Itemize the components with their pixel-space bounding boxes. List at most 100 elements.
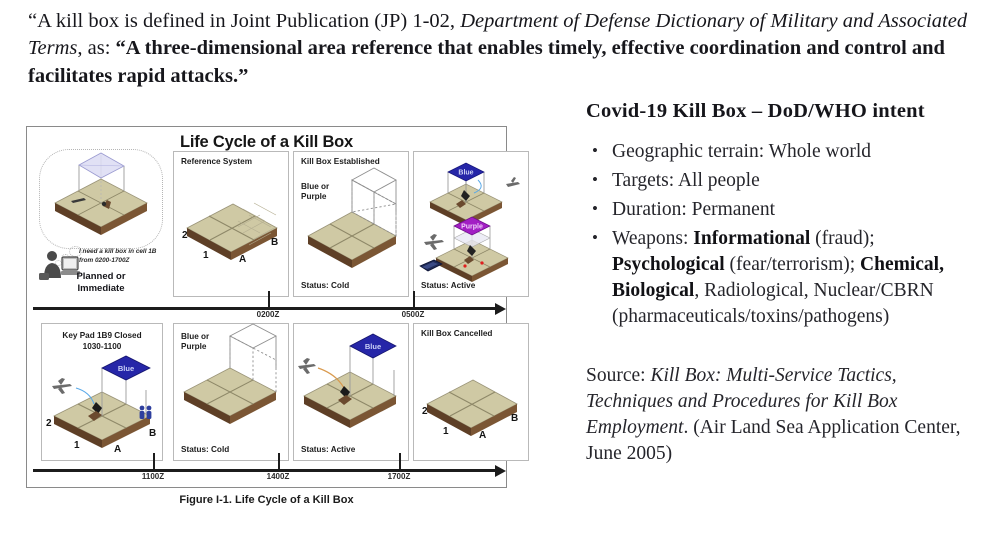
planned-label-line2: Immediate — [77, 283, 125, 295]
svg-text:Blue: Blue — [365, 342, 381, 351]
svg-text:A: A — [479, 430, 486, 441]
panel-kill-box-active-bottom: Blue Status: Active — [293, 323, 409, 461]
svg-text:Purple: Purple — [461, 224, 483, 231]
panel-key-pad-closed: Key Pad 1B9 Closed 1030-1100 Blue — [41, 323, 163, 461]
figure-caption: Figure I-1. Life Cycle of a Kill Box — [179, 494, 354, 506]
panel-planned-or-immediate: I need a kill box in cell 1B from 0200-1… — [35, 147, 167, 307]
figure-life-cycle-of-a-kill-box: Life Cycle of a Kill Box — [26, 126, 529, 518]
timeline-bottom-label-1700z: 1700Z — [387, 472, 411, 481]
bullet-text-4: , Radiological, Nuclear/CBRN (pharmaceut… — [612, 279, 934, 327]
timeline-top-label-0500z: 0500Z — [401, 310, 425, 319]
svg-text:1: 1 — [203, 250, 209, 261]
panel-title: Kill Box Established — [301, 157, 380, 166]
panel-title-line2: 1030-1100 — [82, 341, 122, 351]
bullet-text-2: (fraud); — [810, 227, 875, 249]
killbox-art-established-cold — [300, 167, 406, 270]
list-item: • Duration: Permanent — [586, 197, 986, 223]
list-item: • Geographic terrain: Whole world — [586, 139, 986, 165]
quote-line1-italic: Department of Defense Dictionary of Mili… — [28, 10, 968, 60]
bullet-text-3: (fear/terrorism); — [724, 253, 861, 275]
timeline-top-label-0200z: 0200Z — [256, 310, 280, 319]
thought-bubble-outline — [39, 149, 163, 249]
source-title: Kill Box: Multi-Service Tactics, Techniq… — [586, 365, 898, 439]
planned-label-line1: Planned or — [76, 271, 126, 282]
panel-kill-box-established: Kill Box Established Blue or Purple — [293, 151, 409, 297]
source-block: Source: Kill Box: Multi-Service Tactics,… — [586, 363, 986, 467]
list-item: • Targets: All people — [586, 168, 986, 194]
panel-title: Key Pad 1B9 Closed 1030-1100 — [42, 331, 162, 352]
killbox-art-cold-bottom — [178, 323, 286, 426]
timeline-top-tick-0500z — [413, 291, 415, 308]
source-prefix: Source: — [586, 365, 651, 387]
quote-line2-pre: as: — [87, 37, 116, 60]
aircraft-icon — [52, 378, 72, 394]
svg-text:B: B — [271, 237, 278, 248]
quote-line1-post: , — [77, 37, 83, 60]
panel-title-line1: Key Pad 1B9 Closed — [62, 331, 142, 340]
svg-text:2: 2 — [46, 418, 52, 429]
panel-status: Status: Active — [421, 281, 476, 290]
quote-line1-pre: “A kill box is defined in Joint Publicat… — [28, 10, 461, 32]
right-heading: Covid-19 Kill Box – DoD/WHO intent — [586, 100, 925, 122]
timeline-bottom-arrow — [495, 464, 506, 477]
sub-label-line1: Blue or — [181, 332, 210, 341]
svg-text:A: A — [114, 444, 121, 455]
timeline-bottom-tick-1400z — [278, 453, 280, 470]
svg-text:1: 1 — [443, 426, 449, 437]
aircraft-icon — [424, 234, 444, 250]
panel-status: Status: Cold — [181, 445, 230, 454]
planned-or-immediate-label: Planned or Immediate — [35, 271, 167, 295]
quote-block: “A kill box is defined in Joint Publicat… — [28, 8, 976, 90]
panel-status: Status: Active — [301, 445, 356, 454]
thought-bubble-text: I need a kill box in cell 1B from 0200-1… — [79, 248, 157, 264]
killbox-art-planned — [49, 152, 155, 241]
panel-kill-box-cold-bottom: Blue or Purple — [173, 323, 289, 461]
timeline-bottom — [33, 469, 498, 472]
svg-text:2: 2 — [422, 406, 428, 417]
quote-line2-bold: “A three-dimensional area reference that… — [28, 37, 945, 87]
operator-at-console-icon — [39, 247, 83, 281]
list-item: • Weapons: Informational (fraud); Psychol… — [586, 226, 986, 330]
killbox-art-blue-active-bottom: Blue — [298, 333, 408, 432]
svg-text:A: A — [239, 254, 246, 265]
sub-label-blue-or-purple: Blue or Purple — [181, 332, 209, 353]
panel-kill-box-active-top: Blue — [413, 151, 529, 297]
bullet-bold-chembio: Chemical, Biological — [612, 253, 944, 301]
figure-title: Life Cycle of a Kill Box — [179, 133, 354, 151]
sub-label-blue-or-purple: Blue or Purple — [301, 182, 329, 203]
timeline-top-arrow — [495, 302, 506, 315]
source-suffix: . (Air Land Sea Application Center, June… — [586, 417, 961, 465]
svg-text:Blue: Blue — [458, 170, 473, 177]
svg-text:2: 2 — [182, 230, 188, 241]
timeline-bottom-label-1100z: 1100Z — [141, 472, 165, 481]
sub-label-line1: Blue or — [301, 182, 330, 191]
bullet-list: • Geographic terrain: Whole world • Targ… — [586, 139, 986, 329]
timeline-top — [33, 307, 498, 310]
svg-text:1: 1 — [74, 440, 80, 451]
panel-title: Reference System — [181, 157, 252, 166]
sub-label-line2: Purple — [181, 342, 207, 352]
svg-text:Blue: Blue — [118, 364, 134, 373]
killbox-art-keypad-closed: Blue 2 1 A B — [46, 354, 160, 458]
bullet-text: Geographic terrain: Whole world — [612, 141, 872, 162]
timeline-bottom-tick-1700z — [399, 453, 401, 470]
bullet-bold-psychological: Psychological — [612, 253, 725, 275]
killbox-art-cancelled: 2 1 A B — [421, 364, 523, 448]
panel-title: Kill Box Cancelled — [421, 329, 493, 338]
timeline-bottom-tick-1100z — [153, 453, 155, 470]
right-column: Covid-19 Kill Box – DoD/WHO intent • Geo… — [586, 100, 986, 467]
bullet-text: Targets: All people — [612, 169, 760, 191]
bullet-text: Weapons: — [612, 227, 694, 249]
timeline-bottom-label-1400z: 1400Z — [266, 472, 290, 481]
personnel-icon — [139, 405, 152, 419]
bullet-icon: • — [592, 227, 598, 247]
bullet-text: Duration: Permanent — [612, 198, 775, 220]
ground-vehicle-icon — [419, 259, 443, 272]
panel-status: Status: Cold — [301, 281, 350, 290]
svg-text:B: B — [511, 413, 518, 424]
killbox-art-purple-active: Purple — [419, 210, 528, 284]
bullet-icon: • — [592, 198, 598, 218]
panel-kill-box-cancelled: Kill Box Cancelled 2 1 A B — [413, 323, 529, 461]
bullet-icon: • — [592, 141, 598, 160]
figure-border: Life Cycle of a Kill Box — [26, 126, 529, 488]
